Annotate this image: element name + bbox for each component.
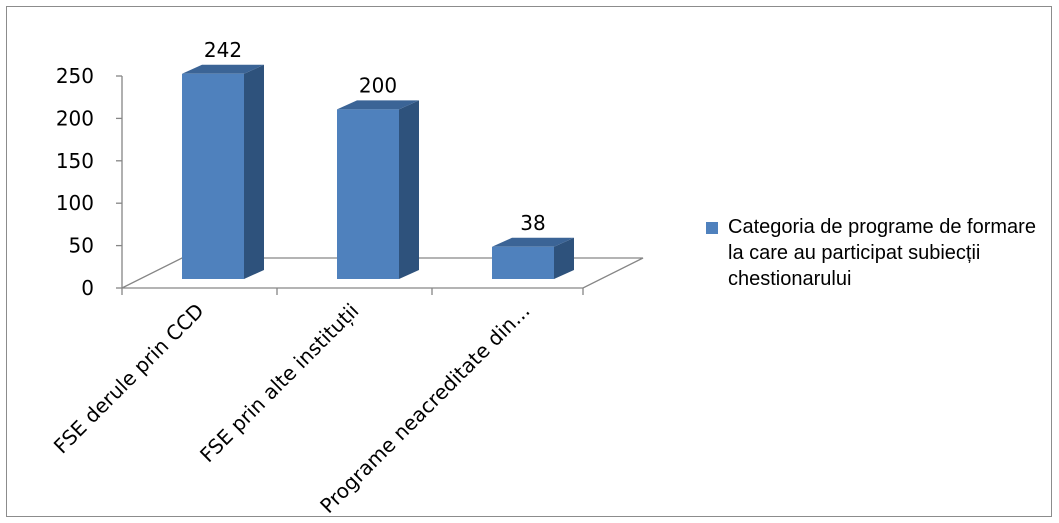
bar-top (492, 237, 574, 247)
legend-label: Categoria de programe de formare la care… (728, 216, 1036, 290)
y-tick-label: 200 (56, 106, 94, 130)
bar-side (244, 64, 264, 279)
bar-front (182, 73, 244, 279)
x-category-label: FSE prin alte instituții (195, 299, 363, 467)
data-label: 38 (520, 211, 545, 235)
data-label: 242 (204, 38, 242, 62)
y-tick-label: 100 (56, 191, 94, 215)
bar-front (492, 246, 554, 279)
bar (337, 100, 419, 280)
bar-side (554, 237, 574, 279)
data-label: 200 (359, 73, 397, 97)
legend-swatch (706, 222, 718, 234)
x-category-label: FSE derule prin CCD (49, 299, 209, 459)
bar (182, 64, 264, 279)
legend: Categoria de programe de formare la care… (706, 214, 1046, 292)
bar (492, 237, 574, 279)
bar-front (337, 109, 399, 280)
y-tick-label: 50 (69, 234, 94, 258)
y-tick-label: 150 (56, 149, 94, 173)
bar-side (399, 100, 419, 280)
bar-top (337, 100, 419, 110)
x-category-label: Programe neacreditate din... (315, 299, 534, 518)
y-tick-label: 0 (81, 276, 94, 300)
y-tick-label: 250 (56, 64, 94, 88)
bar-top (182, 64, 264, 74)
